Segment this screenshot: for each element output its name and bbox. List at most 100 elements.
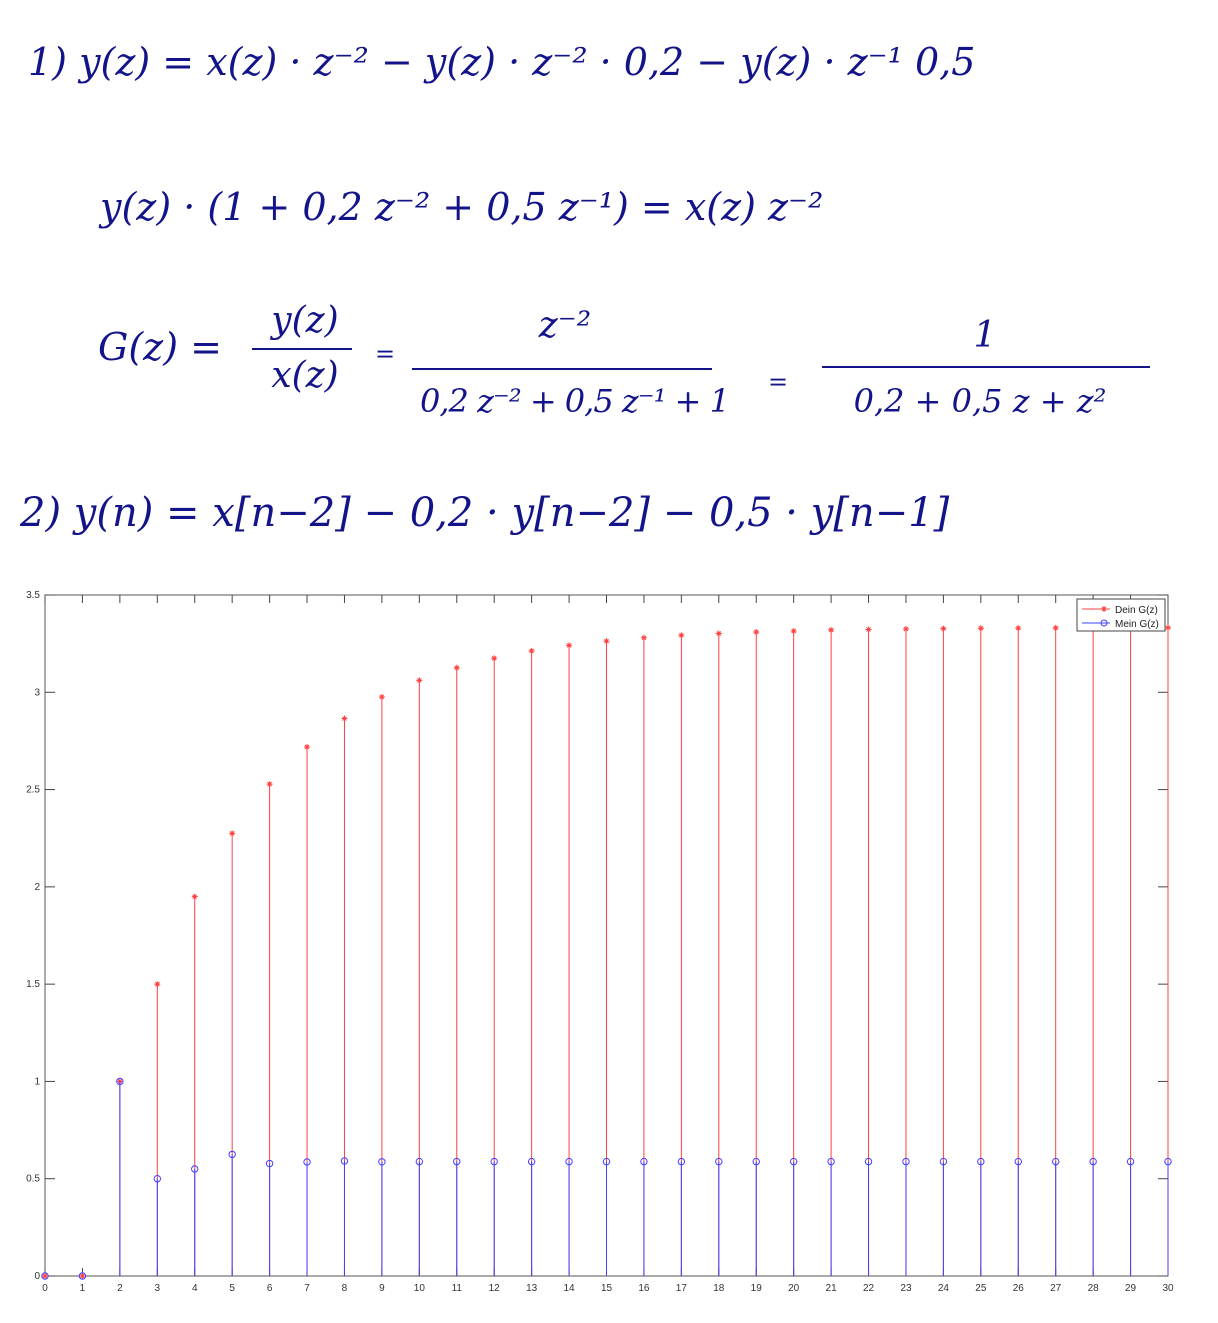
- x-tick-label: 15: [601, 1283, 613, 1294]
- marker-star: [416, 677, 423, 684]
- equation-3-lhs: G(z) =: [98, 325, 222, 369]
- marker-star: [1015, 625, 1022, 632]
- marker-star: [528, 647, 535, 654]
- marker-circle: [827, 1157, 835, 1166]
- marker-circle: [116, 1077, 124, 1086]
- marker-star: [678, 632, 685, 639]
- marker-circle: [265, 1159, 274, 1168]
- x-tick-label: 1: [80, 1283, 86, 1294]
- marker-star: [977, 625, 984, 632]
- y-tick-label: 2.5: [26, 785, 40, 796]
- x-tick-label: 28: [1088, 1283, 1100, 1294]
- marker-circle: [527, 1157, 536, 1166]
- marker-star: [715, 630, 722, 637]
- y-tick-label: 3: [34, 687, 40, 698]
- marker-star: [940, 625, 947, 632]
- x-tick-label: 21: [826, 1283, 838, 1294]
- marker-circle: [1089, 1157, 1097, 1166]
- x-tick-label: 18: [713, 1283, 725, 1294]
- marker-circle: [715, 1157, 723, 1166]
- equation-2: y(z) · (1 + 0,2 z⁻² + 0,5 z⁻¹) = x(z) z⁻…: [100, 185, 824, 229]
- marker-circle: [340, 1157, 349, 1165]
- y-tick-label: 0: [34, 1271, 40, 1282]
- marker-star: [753, 628, 760, 635]
- x-tick-label: 16: [638, 1283, 650, 1294]
- x-tick-label: 24: [938, 1283, 950, 1294]
- legend-label-mein: Mein G(z): [1115, 619, 1159, 630]
- marker-circle: [640, 1157, 648, 1166]
- marker-star: [902, 626, 909, 633]
- legend: Dein G(z) Mein G(z): [1076, 598, 1166, 632]
- x-tick-label: 14: [564, 1283, 576, 1294]
- marker-circle: [977, 1157, 985, 1166]
- x-tick-label: 5: [229, 1283, 235, 1294]
- x-tick-label: 6: [267, 1283, 273, 1294]
- fraction-1-numerator: y(z): [271, 300, 339, 341]
- marker-circle: [752, 1157, 760, 1166]
- y-tick-label: 1: [34, 1076, 40, 1087]
- x-tick-label: 7: [304, 1283, 310, 1294]
- marker-star: [378, 693, 385, 700]
- marker-circle: [565, 1157, 573, 1166]
- fraction-3-bar: [822, 366, 1150, 368]
- equation-4: 2) y(n) = x[n−2] − 0,2 · y[n−2] − 0,5 · …: [20, 490, 950, 536]
- fraction-1-bar: [252, 348, 352, 350]
- marker-circle: [41, 1272, 49, 1280]
- marker-circle: [1126, 1157, 1135, 1166]
- marker-star: [79, 1273, 86, 1279]
- marker-star: [191, 893, 198, 900]
- fraction-3-denominator: 0,2 + 0,5 z + z²: [853, 382, 1107, 420]
- x-tick-label: 3: [155, 1283, 161, 1294]
- marker-circle: [415, 1157, 424, 1166]
- y-tick-label: 3.5: [26, 590, 40, 601]
- marker-star: [229, 830, 236, 837]
- y-tick-label: 1.5: [26, 979, 40, 990]
- marker-circle: [602, 1157, 611, 1166]
- x-tick-label: 13: [526, 1283, 538, 1294]
- marker-circle: [453, 1157, 461, 1166]
- marker-star: [491, 655, 498, 662]
- x-tick-label: 23: [900, 1283, 912, 1294]
- marker-circle: [939, 1157, 948, 1166]
- x-tick-label: 4: [192, 1283, 198, 1294]
- marker-star: [828, 627, 835, 634]
- x-tick-label: 11: [452, 1283, 463, 1294]
- y-tick-label: 0.5: [26, 1174, 40, 1185]
- x-tick-label: 22: [863, 1283, 875, 1294]
- fraction-3-numerator: 1: [973, 315, 997, 356]
- fraction-2-bar: [412, 368, 712, 370]
- x-tick-label: 20: [788, 1283, 800, 1294]
- marker-circle: [191, 1165, 199, 1173]
- marker-circle: [789, 1157, 798, 1166]
- marker-circle: [864, 1157, 873, 1166]
- marker-star: [154, 981, 161, 988]
- marker-circle: [902, 1157, 910, 1166]
- x-tick-label: 26: [1013, 1283, 1025, 1294]
- x-tick-label: 25: [975, 1283, 987, 1294]
- marker-star: [453, 664, 460, 671]
- x-tick-label: 29: [1125, 1283, 1137, 1294]
- marker-circle: [1014, 1157, 1022, 1166]
- legend-star-marker: [1101, 606, 1107, 612]
- x-tick-label: 10: [414, 1283, 426, 1294]
- marker-circle: [378, 1158, 386, 1166]
- marker-star: [341, 715, 348, 722]
- x-tick-label: 12: [489, 1283, 501, 1294]
- legend-label-dein: Dein G(z): [1115, 605, 1158, 616]
- marker-circle: [490, 1157, 498, 1166]
- marker-star: [603, 638, 610, 645]
- marker-circle: [1164, 1157, 1172, 1166]
- x-tick-label: 0: [42, 1283, 48, 1294]
- marker-circle: [677, 1157, 686, 1166]
- marker-star: [304, 743, 311, 750]
- marker-circle: [228, 1150, 236, 1159]
- marker-circle: [303, 1158, 311, 1166]
- marker-star: [42, 1273, 48, 1279]
- y-tick-label: 2: [34, 882, 40, 893]
- equation-1: 1) y(z) = x(z) · z⁻² − y(z) · z⁻² · 0,2 …: [28, 40, 976, 84]
- equals-2: =: [768, 368, 789, 396]
- marker-circle: [1052, 1157, 1060, 1166]
- marker-star: [266, 781, 273, 788]
- x-tick-label: 30: [1162, 1283, 1174, 1294]
- x-tick-label: 19: [751, 1283, 763, 1294]
